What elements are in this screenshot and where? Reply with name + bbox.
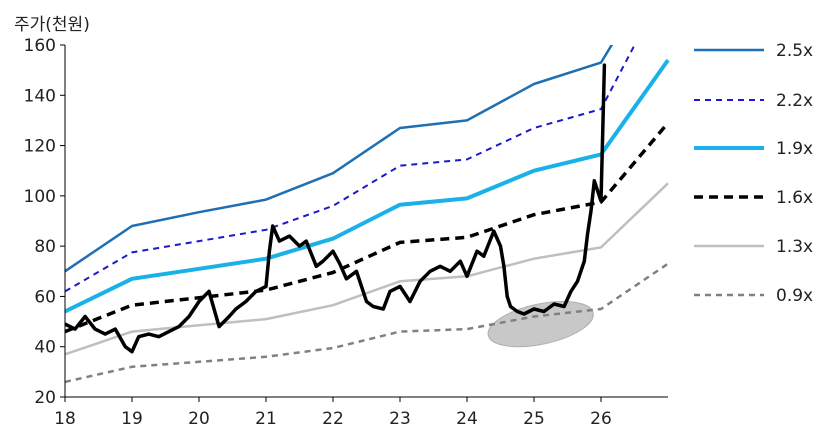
plot-area bbox=[65, 45, 670, 384]
y-tick-label-100: 100 bbox=[24, 187, 56, 207]
x-tick-label-18: 18 bbox=[54, 409, 76, 429]
legend-label-1-3x: 1.3x bbox=[776, 237, 813, 257]
y-tick-label-120: 120 bbox=[24, 137, 56, 157]
legend-label-1-6x: 1.6x bbox=[776, 188, 813, 208]
x-tick-label-26: 26 bbox=[590, 409, 612, 429]
axes: 20 40 60 80 100 120 140 160 18 19 20 21 22 23 24 25 26 bbox=[24, 36, 668, 429]
x-tick-label-24: 24 bbox=[456, 409, 478, 429]
x-tick-label-25: 25 bbox=[523, 409, 545, 429]
band-lines bbox=[65, 45, 670, 384]
y-tick-label-160: 160 bbox=[24, 36, 56, 56]
band-line-1-9x bbox=[65, 58, 670, 314]
x-tick-label-23: 23 bbox=[389, 409, 411, 429]
legend-label-0-9x: 0.9x bbox=[776, 286, 813, 306]
x-tick-label-19: 19 bbox=[121, 409, 143, 429]
band-line-1-3x bbox=[65, 182, 669, 356]
legend-label-2-2x: 2.2x bbox=[776, 91, 813, 111]
y-tick-label-80: 80 bbox=[34, 237, 56, 257]
y-axis-label: 주가(천원) bbox=[14, 15, 90, 35]
legend: 2.5x 2.2x 1.9x 1.6x 1.3x 0.9x bbox=[694, 41, 813, 306]
y-tick-label-40: 40 bbox=[34, 338, 56, 358]
x-tick-label-21: 21 bbox=[255, 409, 277, 429]
legend-label-2-5x: 2.5x bbox=[776, 41, 813, 61]
x-tick-label-20: 20 bbox=[188, 409, 210, 429]
y-tick-label-20: 20 bbox=[34, 388, 56, 408]
y-tick-label-140: 140 bbox=[24, 86, 56, 106]
x-tick-label-22: 22 bbox=[322, 409, 344, 429]
price-line bbox=[65, 63, 607, 354]
band-line-0-9x bbox=[65, 262, 669, 384]
band-line-2-5x bbox=[65, 45, 614, 273]
band-line-1-6x bbox=[65, 121, 670, 334]
highlight-ellipse bbox=[487, 300, 594, 348]
band-line-2-2x bbox=[65, 45, 636, 293]
legend-label-1-9x: 1.9x bbox=[776, 139, 813, 159]
y-tick-label-60: 60 bbox=[34, 287, 56, 307]
